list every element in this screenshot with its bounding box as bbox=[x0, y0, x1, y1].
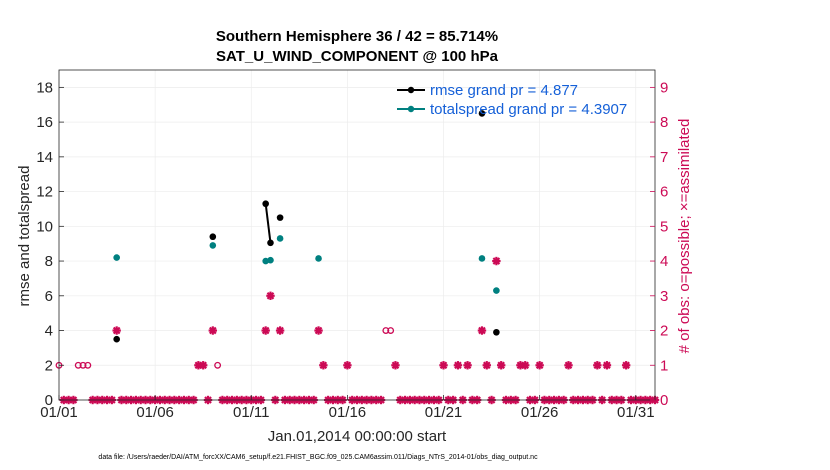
y-axis-right: 0 1 2 3 4 5 6 7 8 9 bbox=[650, 79, 668, 409]
obs-assimilated-marker bbox=[261, 326, 270, 335]
obs-assimilated-marker bbox=[439, 361, 448, 370]
obs-assimilated-marker bbox=[343, 361, 352, 370]
obs-assimilated-marker bbox=[463, 361, 472, 370]
obs-assimilated-marker bbox=[482, 361, 491, 370]
spread-point bbox=[267, 256, 274, 264]
legend-spread-label: totalspread grand pr = 4.3907 bbox=[430, 101, 627, 118]
obs-possible-marker bbox=[84, 361, 92, 369]
x-tick-label: 01/01 bbox=[40, 404, 78, 421]
obs-assimilated-marker bbox=[492, 256, 501, 266]
spread-point bbox=[478, 255, 486, 262]
spread-series bbox=[113, 235, 500, 294]
y-right-tick-label: 0 bbox=[660, 392, 668, 409]
legend-rmse-marker bbox=[407, 86, 415, 94]
y-right-tick-label: 4 bbox=[660, 253, 668, 270]
y-right-tick-label: 6 bbox=[660, 184, 668, 201]
obs-assimilated-marker bbox=[564, 361, 573, 370]
spread-point bbox=[493, 287, 500, 294]
rmse-point bbox=[493, 328, 500, 336]
spread-point bbox=[113, 254, 120, 261]
x-tick-label: 01/31 bbox=[617, 404, 655, 421]
rmse-series bbox=[113, 110, 500, 343]
obs-assimilated-marker bbox=[314, 326, 323, 335]
x-tick-label: 01/06 bbox=[136, 404, 174, 421]
y-tick-label: 10 bbox=[36, 218, 53, 235]
rmse-point bbox=[267, 239, 274, 247]
rmse-point bbox=[478, 110, 486, 117]
y-tick-label: 2 bbox=[45, 357, 53, 374]
obs-possible-marker bbox=[79, 361, 87, 369]
y-axis-right-label: # of obs: o=possible; ×=assimilated bbox=[676, 119, 693, 354]
obs-assimilated-marker bbox=[593, 361, 602, 370]
rmse-line bbox=[264, 203, 272, 243]
x-tick-label: 01/26 bbox=[521, 404, 559, 421]
obs-assimilated-marker bbox=[602, 361, 612, 370]
rmse-point bbox=[113, 335, 120, 343]
rmse-point bbox=[276, 214, 284, 221]
obs-possible-marker bbox=[74, 361, 82, 369]
y-tick-label: 0 bbox=[45, 392, 53, 409]
spread-point bbox=[276, 235, 284, 242]
obs-assimilated-marker bbox=[496, 361, 506, 370]
plot-background bbox=[59, 70, 655, 400]
y-right-tick-label: 7 bbox=[660, 149, 668, 166]
x-axis: 01/01 01/06 01/11 01/16 01/21 01/26 01/31 bbox=[40, 395, 655, 421]
obs-assimilated-marker bbox=[266, 291, 275, 300]
obs-assimilated-marker bbox=[208, 326, 218, 335]
y-right-tick-label: 2 bbox=[660, 323, 668, 340]
y-tick-label: 18 bbox=[36, 79, 53, 96]
data-file-note: data file: /Users/raeder/DAI/ATM_forcXX/… bbox=[98, 454, 538, 461]
obs-assimilated-marker bbox=[535, 361, 544, 370]
spread-point bbox=[209, 242, 217, 249]
y-tick-label: 14 bbox=[36, 149, 53, 166]
obs-assimilated-marker bbox=[275, 326, 285, 335]
obs-assimilated-marker bbox=[112, 326, 121, 335]
obs-assimilated-marker bbox=[477, 326, 487, 335]
rmse-point bbox=[262, 200, 269, 208]
obs-assimilated-marker bbox=[391, 361, 400, 370]
x-tick-label: 01/21 bbox=[425, 404, 463, 421]
obs-assimilated-marker bbox=[453, 361, 463, 370]
y-axis-label: rmse and totalspread bbox=[16, 166, 33, 307]
obs-assimilated-marker bbox=[521, 361, 530, 370]
y-axis-left: 0 2 4 6 8 10 12 14 16 18 bbox=[36, 79, 64, 409]
obs-assimilated-marker bbox=[319, 361, 328, 370]
plot-frame bbox=[58, 69, 656, 401]
legend: rmse grand pr = 4.877 totalspread grand … bbox=[397, 82, 627, 118]
chart-subtitle: SAT_U_WIND_COMPONENT @ 100 hPa bbox=[216, 48, 499, 65]
obs-assimilated-marker bbox=[198, 361, 208, 370]
y-tick-label: 4 bbox=[45, 323, 53, 340]
x-tick-label: 01/11 bbox=[233, 404, 269, 421]
y-right-tick-label: 1 bbox=[660, 357, 668, 374]
x-tick-label: 01/16 bbox=[329, 404, 367, 421]
obs-assimilated-marker bbox=[621, 361, 631, 370]
legend-rmse-label: rmse grand pr = 4.877 bbox=[430, 82, 578, 99]
y-tick-label: 16 bbox=[36, 114, 53, 131]
y-tick-label: 12 bbox=[36, 184, 53, 201]
obs-possible-marker bbox=[382, 327, 390, 334]
y-right-tick-label: 9 bbox=[660, 79, 668, 96]
obs-possible-marker bbox=[214, 361, 222, 369]
legend-spread-marker bbox=[407, 105, 415, 113]
chart-title: Southern Hemisphere 36 / 42 = 85.714% bbox=[216, 28, 498, 45]
y-tick-label: 8 bbox=[45, 253, 53, 270]
y-tick-label: 6 bbox=[45, 288, 53, 305]
obs-possible-marker bbox=[387, 327, 395, 334]
y-right-tick-label: 3 bbox=[660, 288, 668, 305]
grid bbox=[59, 70, 655, 400]
y-right-tick-label: 8 bbox=[660, 114, 668, 131]
spread-point bbox=[315, 255, 322, 262]
y-right-tick-label: 5 bbox=[660, 218, 668, 235]
rmse-point bbox=[209, 233, 217, 241]
x-axis-label: Jan.01,2014 00:00:00 start bbox=[268, 428, 447, 445]
